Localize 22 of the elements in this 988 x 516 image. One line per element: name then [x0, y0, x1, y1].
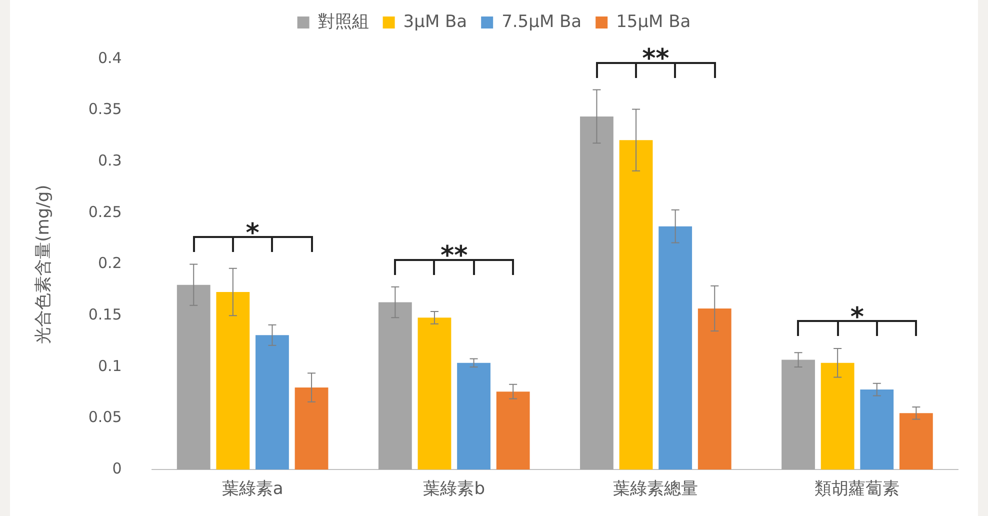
y-tick-label: 0.05 [88, 408, 122, 426]
y-tick-label: 0 [112, 459, 122, 478]
y-tick-label: 0.15 [88, 306, 122, 324]
legend-label: 15μM Ba [616, 12, 691, 32]
legend-label: 7.5μM Ba [502, 12, 582, 32]
legend-label: 對照組 [318, 12, 369, 32]
y-tick-label: 0.35 [88, 100, 122, 118]
y-tick-label: 0.25 [88, 202, 122, 221]
x-tick-label: 葉綠素a [222, 479, 284, 500]
y-tick-label: 0.1 [98, 356, 122, 375]
annotation: ** [440, 240, 468, 271]
annotation: ** [642, 44, 670, 74]
y-axis-title: 光合色素含量(mg/g) [34, 184, 54, 344]
legend-label: 3μM Ba [403, 12, 468, 32]
x-tick-label: 類胡蘿蔔素 [814, 479, 900, 500]
y-tick-label: 0.3 [98, 152, 122, 170]
annotation: * [850, 302, 864, 332]
annotation: * [246, 218, 260, 248]
y-tick-label: 0.2 [98, 254, 122, 272]
y-tick-label: 0.4 [98, 48, 122, 67]
x-tick-label: 葉綠素b [423, 479, 486, 500]
x-tick-label: 葉綠素總量 [613, 479, 698, 500]
